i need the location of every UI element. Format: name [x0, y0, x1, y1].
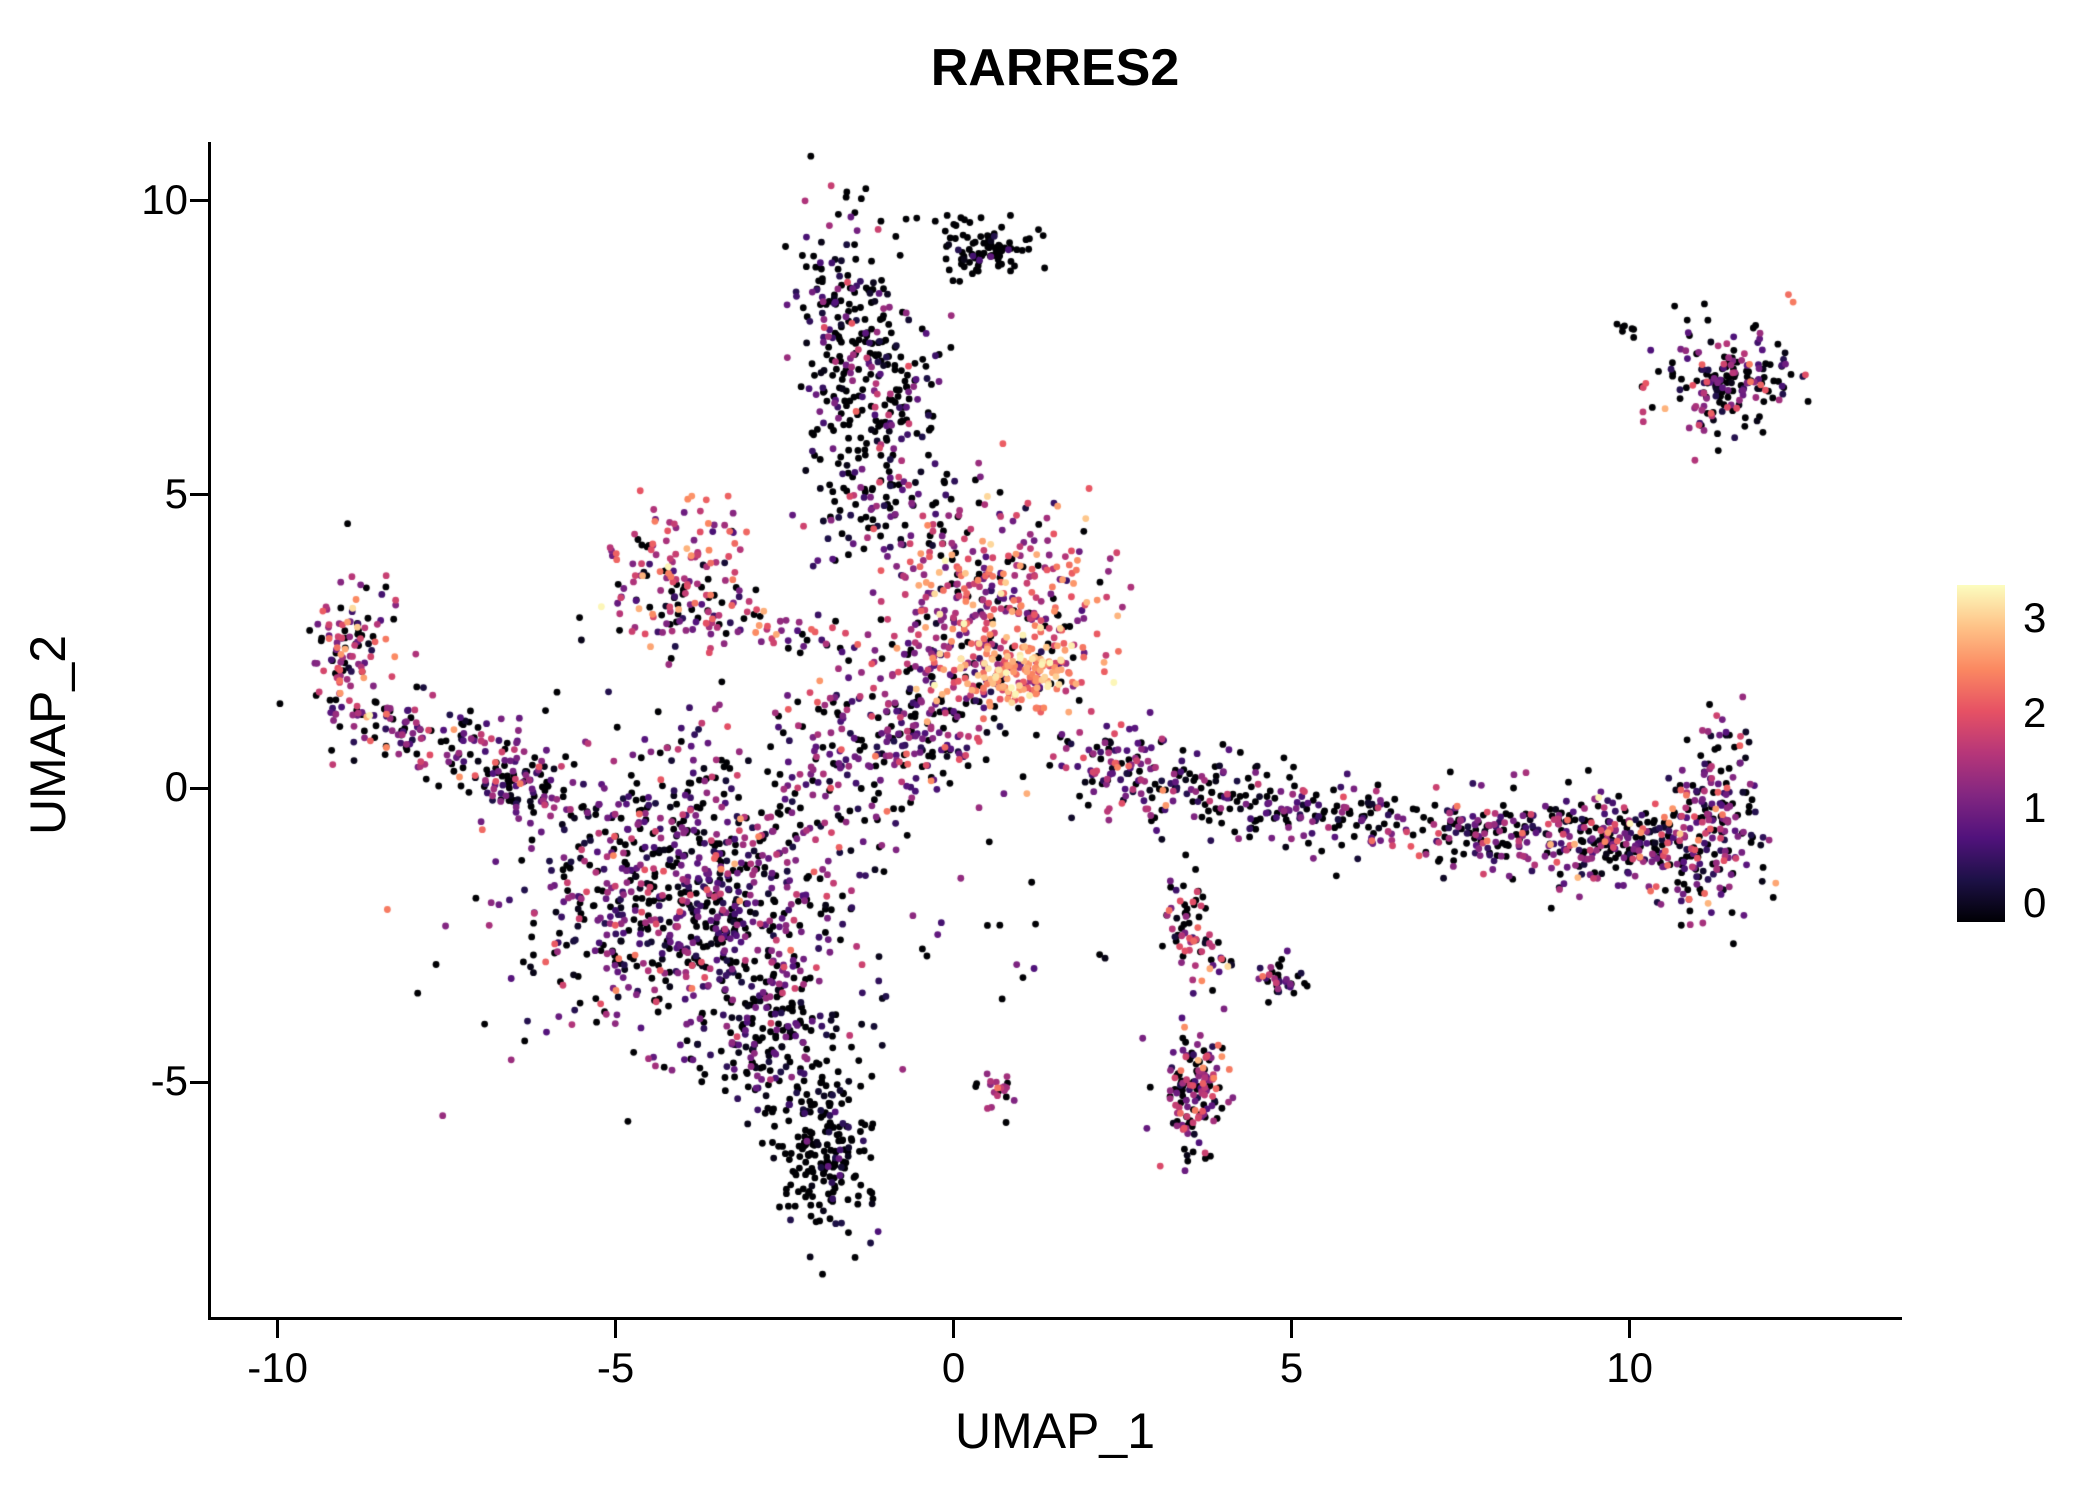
x-tick-mark: [276, 1320, 280, 1338]
y-axis-line: [208, 142, 211, 1320]
colorbar-gradient: [1957, 585, 2005, 922]
scatter-points-canvas: [210, 142, 1900, 1317]
legend-tick-label: 3: [2023, 594, 2047, 642]
y-tick-mark: [190, 1080, 208, 1084]
x-tick-mark: [614, 1320, 618, 1338]
x-tick-mark: [1290, 1320, 1294, 1338]
y-axis-title: UMAP_2: [20, 634, 76, 836]
y-tick-label: 0: [164, 763, 188, 811]
x-tick-label: -10: [247, 1344, 308, 1391]
y-tick-label: 10: [141, 175, 188, 223]
legend-tick-label: 1: [2023, 784, 2047, 832]
y-tick-mark: [190, 199, 208, 203]
y-tick-mark: [190, 786, 208, 790]
y-tick-label: 5: [164, 469, 188, 517]
x-axis-line: [208, 1317, 1902, 1320]
x-tick-label: 10: [1606, 1344, 1653, 1391]
x-axis-title: UMAP_1: [954, 1403, 1156, 1459]
x-tick-mark: [952, 1320, 956, 1338]
x-tick-label: 0: [941, 1344, 966, 1391]
y-tick-label: -5: [150, 1057, 188, 1104]
x-tick-mark: [1628, 1320, 1632, 1338]
x-tick-label: 5: [1279, 1344, 1304, 1391]
x-tick-label: -5: [596, 1344, 635, 1391]
legend-tick-label: 0: [2023, 879, 2047, 926]
plot-title: RARRES2: [930, 39, 1180, 97]
legend-tick-label: 2: [2023, 689, 2047, 737]
y-tick-mark: [190, 493, 208, 496]
